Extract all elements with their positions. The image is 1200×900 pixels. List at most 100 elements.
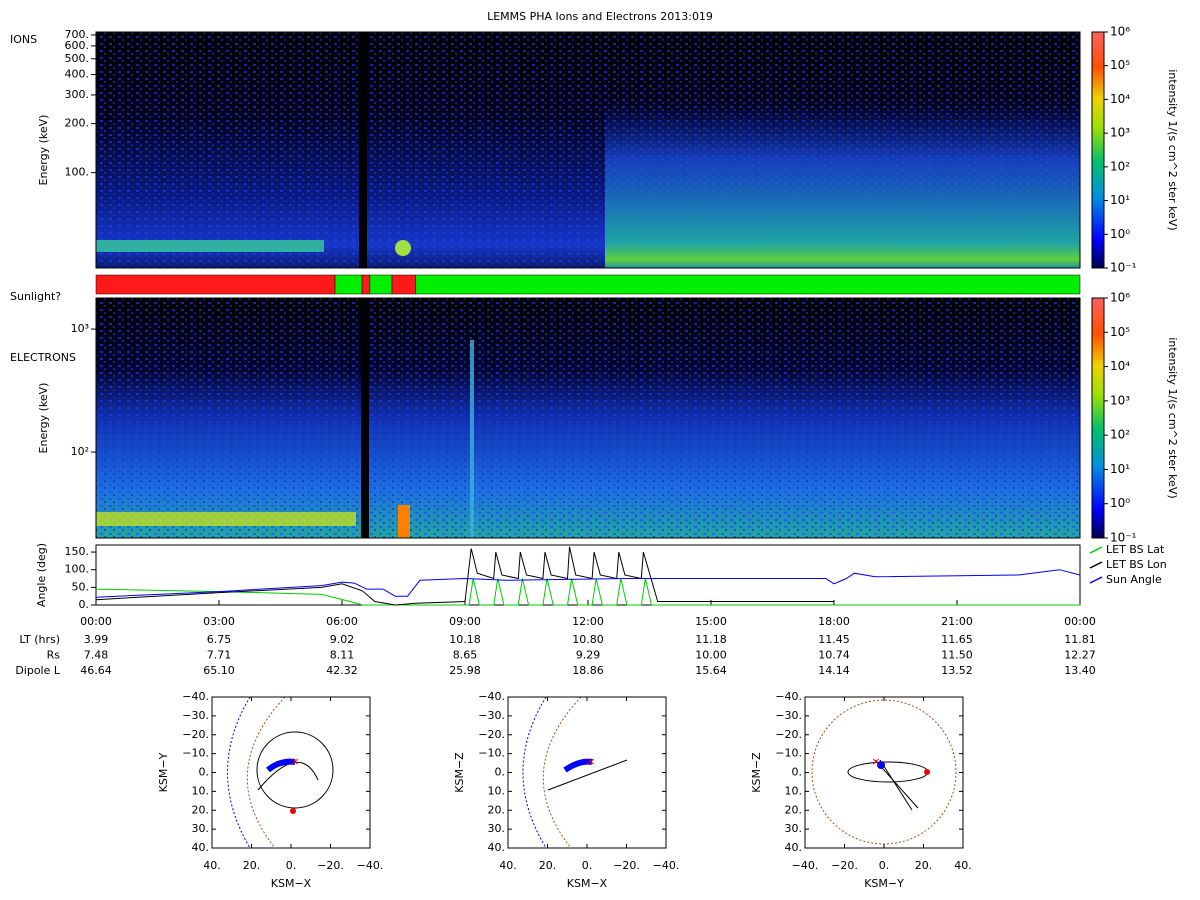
orbit-markers: × × × <box>290 755 930 814</box>
y-tick-label: 10³ <box>71 322 89 335</box>
y-tick-label: 600. <box>65 39 90 52</box>
svg-text:×: × <box>290 755 299 768</box>
electrons-spike <box>470 340 474 538</box>
table-cell: 12.27 <box>1064 649 1096 662</box>
y-tick-label: 400. <box>65 68 90 81</box>
colorbar-tick-label: 10⁴ <box>1110 92 1130 106</box>
colorbar-tick-label: 10⁵ <box>1110 58 1130 72</box>
x-tick-label: 00:00 <box>1064 615 1096 628</box>
colorbar-tick-label: 10¹ <box>1110 193 1130 207</box>
legend-label: LET BS Lat <box>1106 543 1165 556</box>
table-cell: 6.75 <box>207 633 232 646</box>
y-tick-label: 100. <box>65 563 90 576</box>
table-cell: 11.18 <box>695 633 727 646</box>
y-tick-label: 0. <box>79 598 90 611</box>
x-tick-label: 40. <box>203 859 221 872</box>
table-cell: 8.65 <box>453 649 478 662</box>
colorbar <box>1091 297 1105 539</box>
colorbar-tick-label: 10⁶ <box>1110 291 1130 305</box>
y-tick-label: 200. <box>65 117 90 130</box>
y-tick-label: −10. <box>775 747 802 760</box>
electrons-speckle <box>96 298 1080 538</box>
table-cell: 18.86 <box>572 664 604 677</box>
electrons-band <box>96 512 356 526</box>
y-tick-label: 20. <box>785 803 803 816</box>
electrons-blob <box>398 505 410 538</box>
sunlight-segment <box>369 274 393 295</box>
y-tick-label: −10. <box>182 747 209 760</box>
table-cell: 13.40 <box>1064 664 1096 677</box>
x-tick-label: 20. <box>539 859 557 872</box>
y-tick-label: 10. <box>785 784 803 797</box>
y-tick-label: −30. <box>775 709 802 722</box>
table-cell: 10.80 <box>572 633 604 646</box>
orbit-shapes <box>227 696 957 849</box>
y-tick-label: 300. <box>65 88 90 101</box>
sunlight-segment <box>95 274 336 295</box>
legend-label: LET BS Lon <box>1106 558 1167 571</box>
sunlight-segment <box>415 274 1081 295</box>
angle-line <box>95 546 834 606</box>
colorbar-tick-label: 10³ <box>1110 393 1130 407</box>
x-tick-label: 18:00 <box>818 615 850 628</box>
y-tick-label: 10. <box>488 784 506 797</box>
x-tick-label: −20. <box>831 859 858 872</box>
y-tick-label: −10. <box>478 747 505 760</box>
table-row-label: Dipole L <box>15 664 61 677</box>
x-tick-label: 03:00 <box>203 615 235 628</box>
y-tick-label: 700. <box>65 28 90 41</box>
y-tick-label: 50. <box>72 580 90 593</box>
y-tick-label: 30. <box>785 822 803 835</box>
plot-frame <box>507 696 667 849</box>
y-tick-label: 40. <box>488 841 506 854</box>
plot-frame <box>95 31 1081 269</box>
x-tick-label: 20. <box>915 859 933 872</box>
y-axis-label: KSM−Z <box>750 752 763 793</box>
y-tick-label: 100. <box>65 166 90 179</box>
electrons-gap <box>361 298 369 538</box>
table-cell: 11.65 <box>941 633 973 646</box>
y-tick-label: 500. <box>65 52 90 65</box>
ions-enhancement <box>605 100 1080 268</box>
colorbar-label: intensity 1/(s cm^2 ster keV) <box>1166 69 1179 230</box>
colorbar-tick-label: 10⁴ <box>1110 359 1130 373</box>
colorbar-tick-label: 10⁶ <box>1110 25 1130 39</box>
x-tick-label: 40. <box>954 859 972 872</box>
table-cell: 11.45 <box>818 633 850 646</box>
table-cell: 25.98 <box>449 664 481 677</box>
table-cell: 13.52 <box>941 664 973 677</box>
x-axis-label: KSM−Y <box>864 877 904 890</box>
ions-blob <box>395 240 411 256</box>
sunlight-segment <box>334 274 363 295</box>
legend-label: Sun Angle <box>1106 573 1162 586</box>
y-tick-label: −20. <box>182 728 209 741</box>
x-tick-label: 0. <box>286 859 297 872</box>
x-tick-label: 12:00 <box>572 615 604 628</box>
y-tick-label: 20. <box>192 803 210 816</box>
table-cell: 14.14 <box>818 664 850 677</box>
table-cell: 9.29 <box>576 649 601 662</box>
plot-frame <box>211 696 371 849</box>
colorbar-tick-label: 10⁰ <box>1110 496 1130 510</box>
x-tick-label: −40. <box>792 859 819 872</box>
x-tick-label: 15:00 <box>695 615 727 628</box>
table-cell: 11.81 <box>1064 633 1096 646</box>
x-tick-label: −40. <box>653 859 680 872</box>
legend-swatch <box>1089 561 1103 569</box>
sunlight-segment <box>391 274 417 295</box>
angle-line <box>95 578 1080 606</box>
y-tick-label: 30. <box>192 822 210 835</box>
x-tick-label: 20. <box>243 859 261 872</box>
ions-gap <box>359 32 367 268</box>
colorbar-tick-label: 10² <box>1110 159 1130 173</box>
x-tick-label: 09:00 <box>449 615 481 628</box>
y-tick-label: −30. <box>478 709 505 722</box>
table-cell: 15.64 <box>695 664 727 677</box>
panel-label: ELECTRONS <box>10 351 76 364</box>
x-tick-label: −20. <box>613 859 640 872</box>
y-tick-label: −40. <box>775 690 802 703</box>
y-tick-label: 0. <box>792 766 803 779</box>
title: LEMMS PHA Ions and Electrons 2013:019 <box>487 10 713 23</box>
y-tick-label: 0. <box>199 766 210 779</box>
